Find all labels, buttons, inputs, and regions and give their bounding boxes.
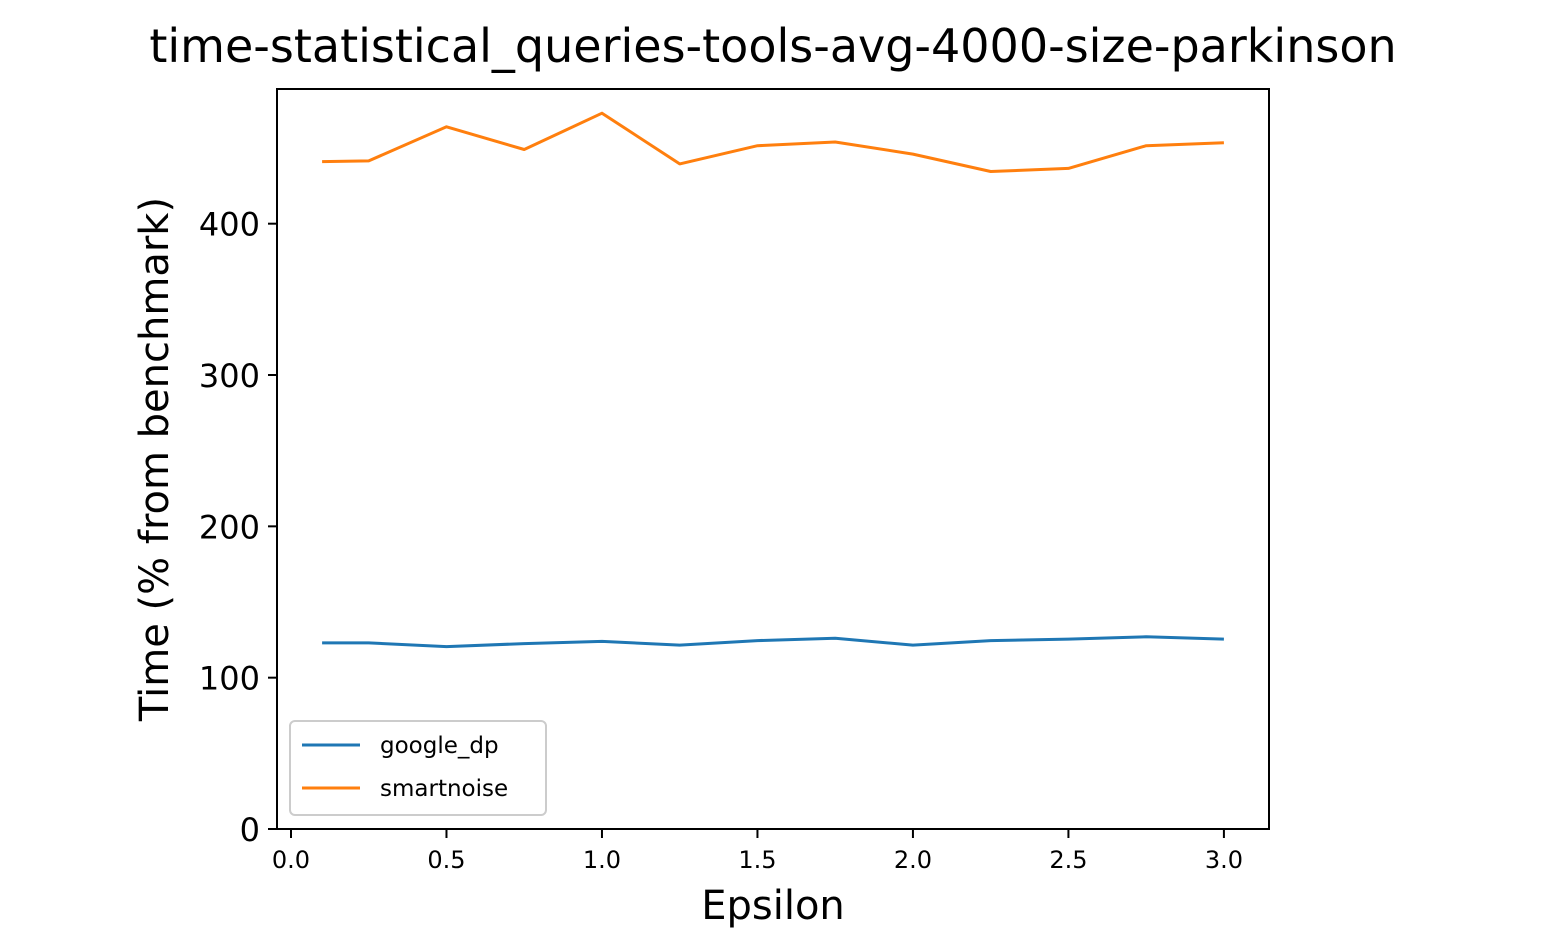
y-axis-label: Time (% from benchmark) (132, 197, 178, 722)
legend-label-google-dp: google_dp (380, 733, 499, 759)
x-tick-label: 0.0 (272, 846, 310, 874)
series-line-google-dp (322, 635, 1224, 649)
series-line-smartnoise (322, 111, 1224, 173)
x-tick-label: 2.5 (1049, 846, 1087, 874)
y-tick-label: 100 (199, 660, 260, 698)
x-tick-label: 1.0 (583, 846, 621, 874)
x-tick-label: 2.0 (894, 846, 932, 874)
x-tick-label: 3.0 (1205, 846, 1243, 874)
y-tick-label: 0 (240, 811, 260, 849)
plot-frame (276, 88, 1270, 830)
legend-label-smartnoise: smartnoise (380, 776, 508, 802)
y-tick-label: 300 (199, 357, 260, 395)
chart-title: time-statistical_queries-tools-avg-4000-… (149, 19, 1396, 73)
x-tick-label: 0.5 (427, 846, 465, 874)
y-tick-label: 400 (199, 206, 260, 244)
x-axis-label: Epsilon (701, 883, 845, 929)
legend: google_dp smartnoise (289, 720, 547, 816)
y-axis: 0 100 200 300 400 (199, 206, 277, 849)
x-axis: 0.0 0.5 1.0 1.5 2.0 2.5 3.0 (272, 829, 1243, 874)
series-layer (322, 111, 1224, 649)
y-tick-label: 200 (199, 508, 260, 546)
x-tick-label: 1.5 (738, 846, 776, 874)
